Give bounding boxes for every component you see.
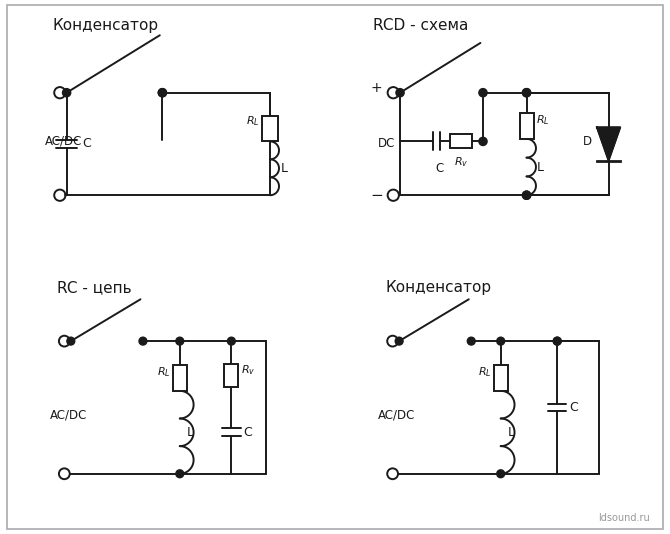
- Circle shape: [523, 89, 531, 97]
- Text: RCD - схема: RCD - схема: [373, 18, 468, 33]
- Text: ldsound.ru: ldsound.ru: [598, 513, 650, 523]
- Text: +: +: [371, 81, 382, 95]
- Circle shape: [176, 337, 184, 345]
- Text: C: C: [570, 401, 578, 414]
- Text: AC/DC: AC/DC: [50, 409, 87, 421]
- Text: DC: DC: [378, 137, 395, 151]
- Circle shape: [496, 337, 505, 345]
- Text: AC/DC: AC/DC: [378, 409, 415, 421]
- Circle shape: [553, 337, 561, 345]
- Text: RC - цепь: RC - цепь: [57, 280, 131, 295]
- Text: C: C: [436, 162, 444, 175]
- Bar: [494, 365, 508, 391]
- Bar: [519, 113, 533, 139]
- Bar: [263, 116, 278, 142]
- Circle shape: [479, 89, 487, 97]
- Text: Конденсатор: Конденсатор: [385, 280, 491, 295]
- Text: $R_v$: $R_v$: [454, 155, 468, 169]
- Text: Конденсатор: Конденсатор: [52, 18, 158, 33]
- Circle shape: [523, 89, 531, 97]
- Circle shape: [227, 337, 235, 345]
- Circle shape: [139, 337, 147, 345]
- Text: C: C: [82, 137, 90, 151]
- Circle shape: [158, 89, 166, 97]
- Circle shape: [553, 337, 561, 345]
- Bar: [450, 135, 472, 148]
- Circle shape: [523, 191, 531, 199]
- Bar: [224, 364, 239, 387]
- Circle shape: [496, 470, 505, 478]
- Circle shape: [62, 89, 71, 97]
- Text: $R_v$: $R_v$: [241, 364, 255, 378]
- Text: D: D: [583, 135, 592, 148]
- Circle shape: [67, 337, 75, 345]
- Text: $R_L$: $R_L$: [478, 365, 491, 379]
- Text: $R_L$: $R_L$: [157, 365, 170, 379]
- Circle shape: [479, 137, 487, 145]
- Text: C: C: [244, 426, 253, 438]
- Bar: [173, 365, 187, 391]
- Circle shape: [467, 337, 475, 345]
- Circle shape: [176, 470, 184, 478]
- Text: AC/DC: AC/DC: [44, 135, 82, 148]
- Text: L: L: [537, 161, 544, 174]
- Text: $R_L$: $R_L$: [536, 113, 550, 127]
- Text: L: L: [280, 162, 287, 175]
- Text: $R_L$: $R_L$: [246, 114, 260, 128]
- Circle shape: [523, 191, 531, 199]
- Text: −: −: [371, 188, 383, 203]
- Text: L: L: [187, 426, 194, 439]
- Circle shape: [396, 89, 404, 97]
- Circle shape: [395, 337, 403, 345]
- Polygon shape: [597, 127, 620, 161]
- Circle shape: [158, 89, 166, 97]
- Text: L: L: [508, 426, 515, 439]
